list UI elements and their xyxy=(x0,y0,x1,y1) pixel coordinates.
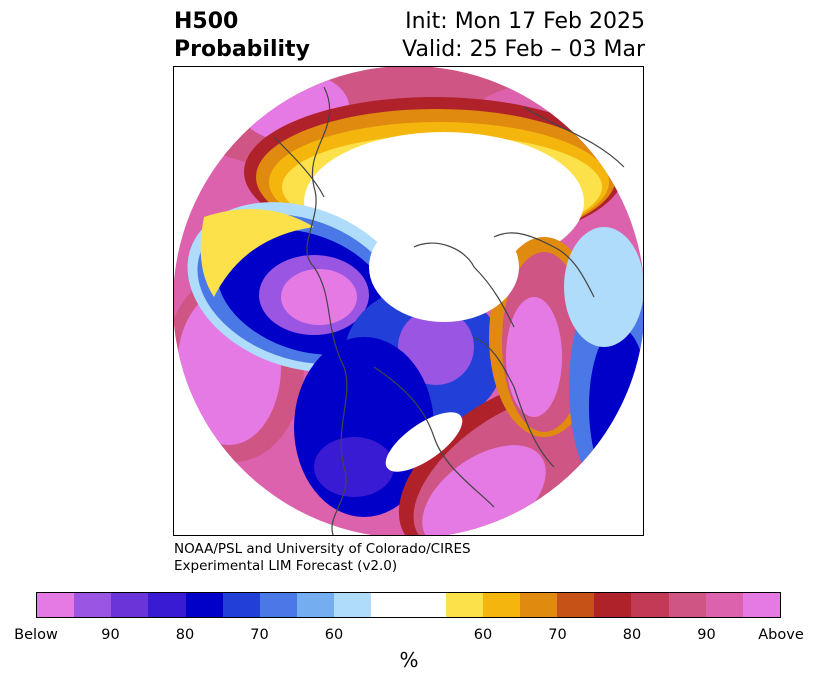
init-date: Init: Mon 17 Feb 2025 xyxy=(405,9,645,34)
credit-line-2: Experimental LIM Forecast (v2.0) xyxy=(174,558,398,574)
colorbar-tick-label: 90 xyxy=(101,627,120,643)
colorbar-swatch xyxy=(148,593,186,617)
probability-map xyxy=(173,66,644,536)
coastlines xyxy=(273,86,625,535)
colorbar-swatch xyxy=(668,593,706,617)
colorbar-swatch xyxy=(594,593,632,617)
credit-text: NOAA/PSL and University of Colorado/CIRE… xyxy=(174,541,471,575)
colorbar-tick-label: 60 xyxy=(473,627,493,643)
credit-line-1: NOAA/PSL and University of Colorado/CIRE… xyxy=(174,541,471,557)
colorbar-swatch xyxy=(111,593,149,617)
colorbar xyxy=(36,592,781,618)
colorbar-swatch xyxy=(557,593,595,617)
colorbar-swatch xyxy=(222,593,260,617)
colorbar-tick-label: Below xyxy=(14,627,58,643)
colorbar-tick-label: 80 xyxy=(175,627,195,643)
forecast-dates: Init: Mon 17 Feb 2025 Valid: 25 Feb – 03… xyxy=(402,8,645,64)
colorbar-tick-label: 60 xyxy=(324,627,344,643)
colorbar-tick-label: 90 xyxy=(697,627,716,643)
colorbar-swatch xyxy=(37,593,75,617)
colorbar-swatch xyxy=(482,593,521,617)
colorbar-swatch xyxy=(520,593,558,617)
colorbar-swatch xyxy=(445,593,483,617)
colorbar-swatch xyxy=(371,593,446,617)
field-label: Probability xyxy=(174,37,310,62)
map-svg xyxy=(174,67,643,535)
colorbar-swatch xyxy=(259,593,298,617)
colorbar-swatch xyxy=(631,593,669,617)
colorbar-swatch xyxy=(705,593,743,617)
valid-range: Valid: 25 Feb – 03 Mar xyxy=(402,37,645,62)
colorbar-swatch xyxy=(74,593,112,617)
colorbar-tick-label: 80 xyxy=(622,627,642,643)
colorbar-tick-label: 70 xyxy=(548,627,567,643)
colorbar-tick-label: Above xyxy=(758,627,804,643)
colorbar-swatch xyxy=(742,593,781,617)
colorbar-swatch xyxy=(185,593,223,617)
chart-title: H500 Probability xyxy=(174,8,310,64)
variable-label: H500 xyxy=(174,9,239,34)
colorbar-swatch xyxy=(297,593,335,617)
colorbar-swatch xyxy=(334,593,372,617)
colorbar-tick-label: 70 xyxy=(250,627,269,643)
colorbar-unit: % xyxy=(399,648,419,672)
